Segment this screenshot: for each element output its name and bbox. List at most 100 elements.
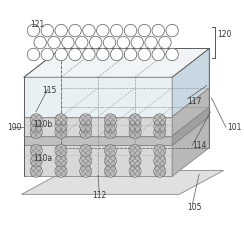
Circle shape [61,133,66,138]
Circle shape [105,151,110,156]
Circle shape [86,133,91,138]
Circle shape [155,172,160,176]
Circle shape [152,48,164,61]
Circle shape [160,121,165,126]
Circle shape [80,114,92,126]
Circle shape [111,120,115,125]
Circle shape [129,144,141,156]
Circle shape [76,36,88,49]
Circle shape [135,120,140,125]
Circle shape [130,121,135,126]
Circle shape [86,128,91,132]
Circle shape [81,151,85,156]
Text: 117: 117 [188,96,202,106]
Circle shape [145,36,157,49]
Circle shape [111,166,115,171]
Circle shape [130,161,135,166]
Circle shape [129,126,141,138]
Circle shape [61,146,66,150]
Circle shape [154,114,166,126]
Circle shape [56,166,61,171]
Circle shape [129,155,141,167]
Circle shape [135,172,140,176]
Circle shape [55,24,67,37]
Circle shape [105,156,110,160]
Circle shape [37,172,41,176]
Circle shape [135,146,140,150]
Circle shape [37,166,41,171]
Text: 112: 112 [92,191,106,200]
Circle shape [30,165,42,177]
Circle shape [86,146,91,150]
Circle shape [105,133,110,138]
Circle shape [155,128,160,132]
Circle shape [160,151,165,156]
Circle shape [37,146,41,150]
Circle shape [104,165,116,177]
Polygon shape [24,107,209,136]
Circle shape [117,36,130,49]
Circle shape [37,156,41,160]
Polygon shape [24,77,172,117]
Circle shape [111,146,115,150]
Circle shape [83,24,95,37]
Circle shape [86,172,91,176]
Circle shape [81,166,85,171]
Circle shape [111,121,115,126]
Circle shape [160,120,165,125]
Circle shape [135,166,140,171]
Circle shape [61,166,66,171]
Circle shape [130,146,135,150]
Circle shape [56,121,61,126]
Circle shape [138,24,151,37]
Circle shape [130,133,135,138]
Circle shape [56,126,61,131]
Circle shape [80,126,92,138]
Circle shape [31,166,36,171]
Circle shape [55,126,67,138]
Polygon shape [24,145,172,176]
Circle shape [31,133,36,138]
Circle shape [105,121,110,126]
Circle shape [129,114,141,126]
Polygon shape [24,117,172,136]
Circle shape [152,24,164,37]
Circle shape [61,120,66,125]
Circle shape [81,120,85,125]
Circle shape [166,48,178,61]
Circle shape [155,115,160,119]
Circle shape [56,172,61,176]
Circle shape [31,146,36,150]
Circle shape [80,155,92,167]
Circle shape [56,120,61,125]
Circle shape [89,36,102,49]
Circle shape [31,172,36,176]
Circle shape [83,48,95,61]
Circle shape [111,156,115,160]
Circle shape [105,146,110,150]
Circle shape [155,120,160,125]
Circle shape [56,146,61,150]
Circle shape [160,172,165,176]
Polygon shape [21,170,224,194]
Circle shape [81,172,85,176]
Circle shape [31,126,36,131]
Circle shape [160,126,165,131]
Circle shape [86,126,91,131]
Circle shape [130,120,135,125]
Circle shape [41,48,53,61]
Circle shape [130,151,135,156]
Circle shape [37,133,41,138]
Circle shape [56,151,61,156]
Circle shape [31,121,36,126]
Circle shape [155,161,160,166]
Circle shape [105,172,110,176]
Circle shape [135,115,140,119]
Circle shape [154,120,166,132]
Circle shape [86,120,91,125]
Circle shape [81,121,85,126]
Circle shape [37,120,41,125]
Circle shape [37,121,41,126]
Polygon shape [24,117,209,145]
Circle shape [160,146,165,150]
